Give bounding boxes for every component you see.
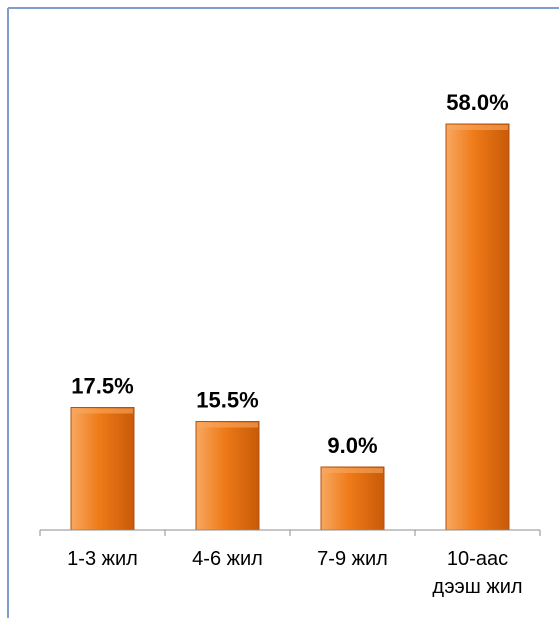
bar-4-value-label: 58.0% [446,90,508,115]
bar-3 [320,466,385,531]
x-tick-label-4-line-2: дээш жил [432,576,522,598]
bar-2-highlight [197,422,258,428]
x-tick-label-3: 7-9 жил [317,548,388,570]
bars-layer [70,123,510,531]
bar-1-value-label: 17.5% [71,374,133,399]
bar-1-highlight [72,408,133,414]
bar-1 [70,407,135,531]
x-tick-label-4-line-1: 10-аас [447,548,508,570]
x-tick-label-1: 1-3 жил [67,548,138,570]
bar-3-value-label: 9.0% [327,433,377,458]
x-tick-label-2: 4-6 жил [192,548,263,570]
bar-4 [445,123,510,531]
bar-2 [195,421,260,531]
bar-4-highlight [447,125,508,130]
bar-2-value-label: 15.5% [196,388,258,413]
x-axis: 1-3 жил 4-6 жил 7-9 жил 10-аас дээш жил [39,529,541,598]
bar-3-highlight [322,468,383,473]
value-labels-layer: 17.5% 15.5% 9.0% 58.0% [71,90,508,458]
